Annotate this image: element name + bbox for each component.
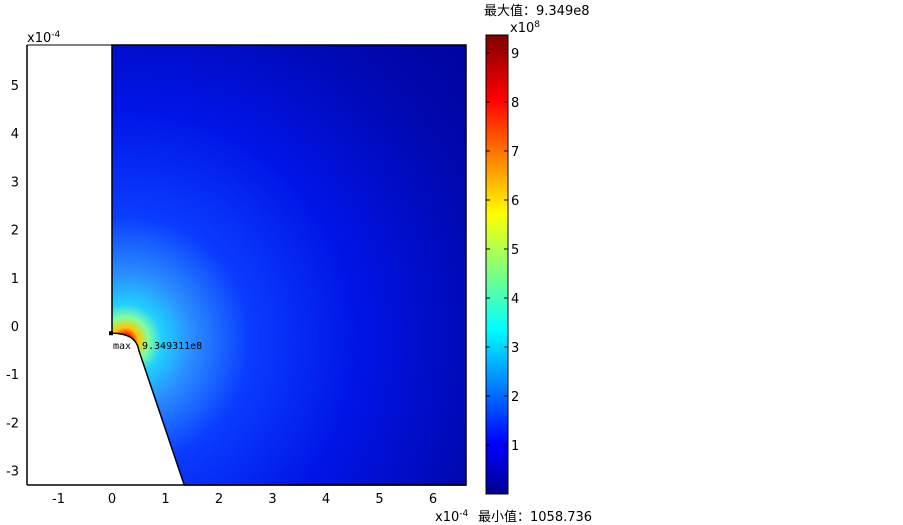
y-multiplier: x10-4 xyxy=(27,30,60,46)
colorbar-tick-label: 3 xyxy=(511,341,519,356)
colorbar-tick-label: 8 xyxy=(511,96,519,111)
y-multiplier-exp: -4 xyxy=(51,30,60,40)
y-tick-label: 5 xyxy=(11,79,19,94)
x-tick-label: 1 xyxy=(161,492,169,507)
y-tick-label: 1 xyxy=(11,272,19,287)
y-tick-label: -1 xyxy=(6,368,19,383)
y-tick-label: -3 xyxy=(6,465,19,480)
y-tick-label: 0 xyxy=(11,320,19,335)
colorbar-tick-label: 1 xyxy=(511,439,519,454)
x-multiplier-exp: -4 xyxy=(459,509,468,519)
x-tick-label: 2 xyxy=(215,492,223,507)
y-tick-label: -2 xyxy=(6,416,19,431)
x-tick-label: 6 xyxy=(429,492,437,507)
y-tick-label: 3 xyxy=(11,175,19,190)
domain-surface xyxy=(111,44,467,486)
x-tick-label: 3 xyxy=(268,492,276,507)
colorbar-multiplier-exp: 8 xyxy=(534,20,540,30)
colorbar-multiplier: x108 xyxy=(510,20,540,36)
colorbar-tick-label: 7 xyxy=(511,145,519,160)
x-tick-label: 5 xyxy=(375,492,383,507)
colorbar-tick-label: 6 xyxy=(511,194,519,209)
y-tick-label: 2 xyxy=(11,224,19,239)
max-annotation-value: 9.349311e8 xyxy=(142,341,202,352)
x-multiplier: x10-4 xyxy=(435,509,468,525)
colorbar-tick-label: 4 xyxy=(511,292,519,307)
colorbar-tick-label: 5 xyxy=(511,243,519,258)
max-marker xyxy=(109,331,113,336)
max-annotation-label: max xyxy=(113,341,131,352)
colorbar-tick-label: 2 xyxy=(511,390,519,405)
min-value-label: 最小值：1058.736 xyxy=(478,509,592,525)
colorbar-tick-label: 9 xyxy=(511,47,519,62)
y-tick-label: 4 xyxy=(11,127,19,142)
x-tick-label: 0 xyxy=(108,492,116,507)
max-value-label: 最大值：9.349e8 xyxy=(484,3,590,19)
x-tick-label: -1 xyxy=(52,492,65,507)
colorbar xyxy=(485,34,509,495)
x-tick-label: 4 xyxy=(322,492,330,507)
